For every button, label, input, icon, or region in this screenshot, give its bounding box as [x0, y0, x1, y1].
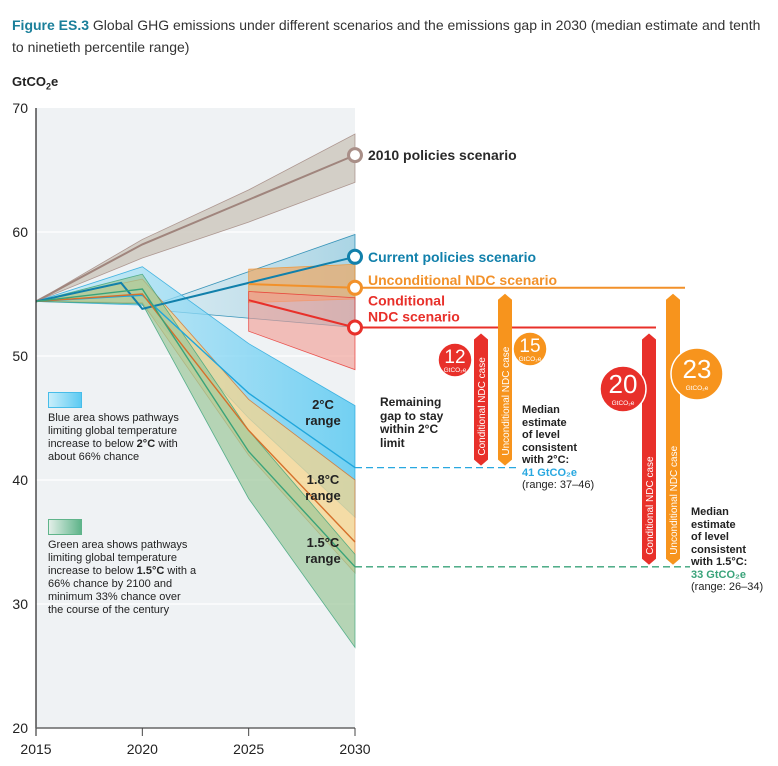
circle-2010-policies [347, 147, 363, 164]
median-2c-value: 41 GtCO₂e [522, 466, 578, 479]
gap-arrow-label: Conditional NDC case [645, 456, 656, 555]
gap-bubble-value: 23 [683, 354, 712, 384]
label-1-8c-range-line1: 1.8°C [307, 472, 340, 487]
median-15c-line: consistent [691, 543, 747, 556]
y-tick-label: 60 [12, 224, 28, 240]
legend-text-blue: Blue area shows pathways limiting global… [48, 412, 198, 464]
label-2c-range-line1: 2°C [312, 397, 334, 412]
median-15c-line: with 1.5°C: [691, 556, 748, 568]
legend-green-pre: Green area shows pathways limiting globa… [48, 539, 188, 577]
y-tick-label: 70 [12, 100, 28, 116]
x-tick-label: 2025 [233, 741, 264, 757]
median-2c-line: estimate [522, 416, 567, 429]
legend-green-bold: 1.5°C [136, 565, 165, 577]
gap-bubble-value: 15 [519, 336, 540, 357]
circle-conditional-ndc [347, 319, 363, 336]
legend-swatch-green [48, 519, 82, 535]
unit-tail: e [50, 74, 59, 89]
label-2c-range-line2: range [305, 413, 340, 428]
median-15c-line: Median [691, 506, 729, 518]
unit-main: GtCO [12, 74, 46, 89]
figure-caption: Global GHG emissions under different sce… [12, 17, 761, 55]
remaining-gap-line: Remaining [380, 395, 442, 409]
figure-title: Figure ES.3 Global GHG emissions under d… [12, 14, 772, 58]
remaining-gap-line: limit [380, 435, 405, 450]
band-1-5c [35, 273, 356, 649]
median-line-1-5-c-range [35, 288, 356, 568]
legend-blue-pre: Blue area shows pathways limiting global… [48, 412, 179, 450]
median-line-unconditional-ndc-scenario [248, 283, 356, 289]
y-tick-label: 20 [12, 720, 28, 736]
median-15c-line: estimate [691, 518, 736, 531]
remaining-gap-text: Remaining gap to stay within 2°C limit [380, 395, 444, 450]
median-15c-text: Median estimate of level consistent with… [691, 506, 763, 594]
gap-bubble-value: 12 [444, 347, 465, 368]
y-axis-unit: GtCO2e [12, 74, 58, 92]
gap-bubble [599, 365, 647, 413]
gap-bubble-unit: GtCO₂e [444, 367, 467, 374]
median-2c-range: (range: 37–46) [522, 479, 595, 491]
legend-green-post: with a 66% chance by 2100 and minimum 33… [48, 565, 197, 616]
median-2c-line: with 2°C: [522, 454, 570, 466]
gap-arrow-label: Conditional NDC case [477, 357, 488, 456]
median-15c-value: 33 GtCO₂e [691, 568, 747, 581]
circle-current-policies [347, 248, 363, 265]
gap-bubble-unit: GtCO₂e [612, 400, 635, 407]
median-2c-line: of level [522, 429, 560, 441]
label-conditional-ndc-line1: Conditional [368, 292, 445, 308]
median-2c-line: consistent [522, 441, 578, 454]
circle-unconditional-ndc [347, 279, 363, 296]
label-unconditional-ndc: Unconditional NDC scenario [368, 272, 557, 288]
remaining-gap-line: within 2°C [380, 422, 439, 436]
label-1-8c-range-line2: range [305, 488, 340, 503]
label-1-5c-range-line2: range [305, 551, 340, 566]
gap-bubble-unit: GtCO₂e [686, 385, 709, 392]
legend-swatch-blue [48, 392, 82, 408]
legend-text-green: Green area shows pathways limiting globa… [48, 539, 198, 617]
gap-arrow-label: Unconditional NDC case [669, 445, 680, 554]
band-conditional-ndc [248, 291, 356, 371]
median-line-1-8-c-range [35, 293, 356, 543]
gap-bubble [512, 331, 548, 367]
gap-bubble [670, 347, 724, 401]
gap-arrow-conditional-2c [474, 333, 488, 466]
label-1-5c-range-line1: 1.5°C [307, 535, 340, 550]
x-tick-label: 2020 [127, 741, 158, 757]
gap-arrow-label: Unconditional NDC case [501, 346, 512, 455]
median-line-conditional-ndc-scenario [248, 299, 356, 329]
legend-blue-post: with about 66% chance [48, 438, 178, 463]
y-tick-label: 40 [12, 472, 28, 488]
label-current-policies: Current policies scenario [368, 249, 536, 265]
unit-sub: 2 [45, 81, 51, 92]
median-2c-line: Median [522, 404, 560, 416]
y-tick-label: 50 [12, 348, 28, 364]
median-15c-range: (range: 26–34) [691, 581, 764, 593]
figure-label: Figure ES.3 [12, 17, 90, 33]
x-tick-label: 2015 [20, 741, 51, 757]
median-2c-text: Median estimate of level consistent with… [522, 404, 594, 492]
median-15c-line: of level [691, 531, 729, 543]
gap-arrow-unconditional-2c [498, 293, 512, 466]
median-line-2010-policies-scenario [35, 154, 356, 303]
legend-blue-bold: 2°C [136, 438, 156, 450]
gap-bubble [437, 342, 473, 378]
label-2010-policies: 2010 policies scenario [368, 147, 517, 163]
gap-bubble-value: 20 [609, 369, 638, 399]
y-tick-label: 30 [12, 596, 28, 612]
label-conditional-ndc-line2: NDC scenario [368, 308, 460, 324]
remaining-gap-line: gap to stay [380, 408, 444, 423]
x-tick-label: 2030 [339, 741, 370, 757]
gap-bubble-unit: GtCO₂e [519, 356, 542, 363]
